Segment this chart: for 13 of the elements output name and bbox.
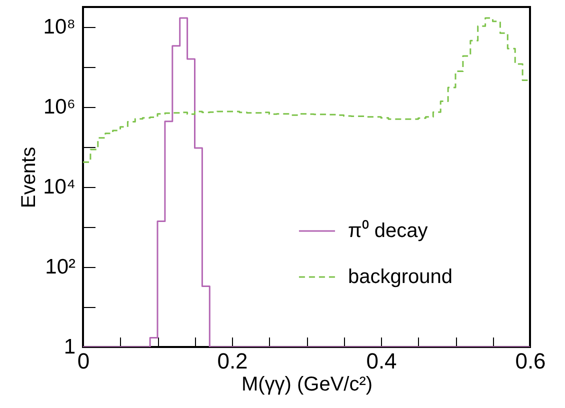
x-tick-label: 0.2: [217, 348, 248, 374]
x-tick-label: 0: [77, 348, 90, 374]
x-tick-label: 0.6: [515, 348, 546, 374]
y-tick-label: 10⁶: [43, 96, 76, 119]
y-tick-label: 10⁴: [43, 176, 76, 199]
legend-label: π⁰ decay: [348, 219, 428, 242]
y-tick-label: 1: [64, 336, 76, 358]
x-tick-label: 0.4: [366, 348, 397, 374]
y-tick-label: 10⁸: [43, 16, 76, 39]
x-axis-title: M(γγ) (GeV/c²): [241, 374, 373, 396]
y-tick-label: 10²: [45, 256, 76, 279]
legend-label: background: [348, 266, 453, 288]
y-axis-title: Events: [18, 146, 40, 208]
